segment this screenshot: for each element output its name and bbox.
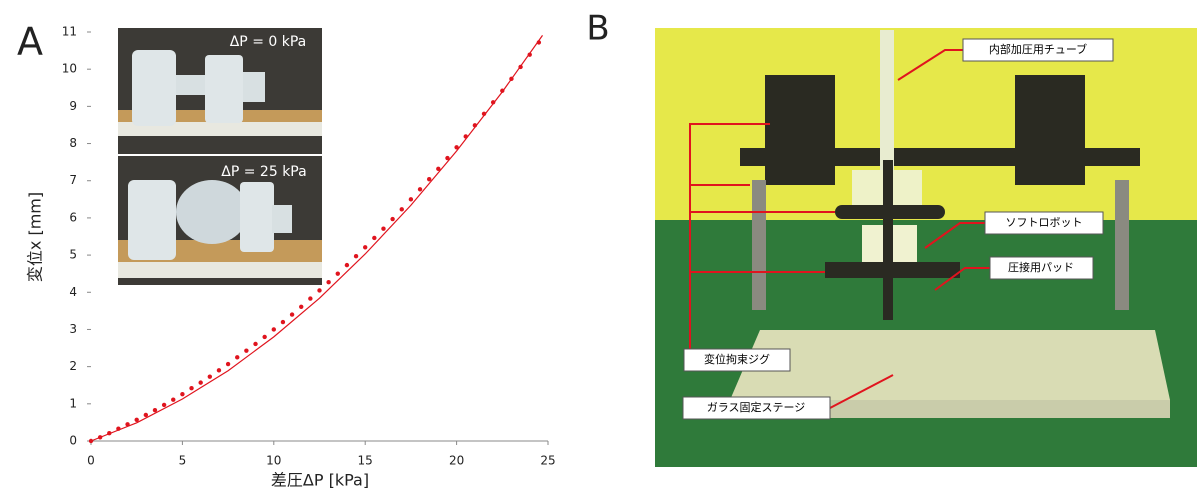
photo-label: ソフトロボット xyxy=(1006,216,1083,229)
data-point xyxy=(144,413,148,417)
data-point xyxy=(217,368,221,372)
photo-label: 変位拘束ジグ xyxy=(704,352,770,366)
y-tick-label: 3 xyxy=(69,322,77,336)
data-point xyxy=(162,403,166,407)
x-tick-label: 25 xyxy=(540,454,555,468)
data-point xyxy=(198,380,202,384)
data-point xyxy=(308,296,312,300)
data-point xyxy=(180,392,184,396)
data-point xyxy=(317,288,321,292)
data-point xyxy=(345,263,349,267)
y-tick-label: 7 xyxy=(69,173,77,187)
data-point xyxy=(189,386,193,390)
y-tick-label: 9 xyxy=(69,99,77,113)
data-point xyxy=(235,355,239,359)
data-point xyxy=(363,245,367,249)
inset-photos xyxy=(118,28,322,285)
data-point xyxy=(272,327,276,331)
photo-label: 圧接用パッド xyxy=(1008,261,1074,274)
x-tick-label: 15 xyxy=(358,454,373,468)
y-tick-label: 11 xyxy=(62,25,77,39)
data-point xyxy=(381,226,385,230)
data-point xyxy=(244,348,248,352)
data-point xyxy=(262,335,266,339)
y-tick-label: 5 xyxy=(69,248,77,262)
data-point xyxy=(208,374,212,378)
x-tick-label: 0 xyxy=(87,454,95,468)
data-point xyxy=(400,207,404,211)
y-axis-label: 変位x [mm] xyxy=(26,192,45,282)
y-tick-label: 0 xyxy=(69,434,77,448)
data-point xyxy=(409,197,413,201)
inset-label: ΔP = 25 kPa xyxy=(221,164,306,180)
data-point xyxy=(226,362,230,366)
data-point xyxy=(336,271,340,275)
data-point xyxy=(253,342,257,346)
x-tick-label: 20 xyxy=(449,454,464,468)
x-tick-label: 5 xyxy=(179,454,187,468)
data-point xyxy=(418,187,422,191)
panel-label: A xyxy=(17,20,43,64)
photo-label: ガラス固定ステージ xyxy=(707,400,806,414)
data-point xyxy=(171,398,175,402)
y-tick-label: 10 xyxy=(62,62,77,76)
data-point xyxy=(372,236,376,240)
photo-label: 内部加圧用チューブ xyxy=(989,42,1087,56)
data-point xyxy=(427,177,431,181)
data-point xyxy=(281,320,285,324)
y-tick-label: 4 xyxy=(69,285,77,299)
panel-label: B xyxy=(586,9,609,49)
data-point xyxy=(299,305,303,309)
figure: A B ΔP = 0 kPa ΔP = 25 kPa 差圧ΔP [kPa] 変位… xyxy=(0,0,1197,497)
y-tick-label: 8 xyxy=(69,136,77,150)
y-tick-label: 2 xyxy=(69,359,77,373)
data-point xyxy=(153,408,157,412)
y-tick-label: 1 xyxy=(69,396,77,410)
data-point xyxy=(326,280,330,284)
x-axis-label: 差圧ΔP [kPa] xyxy=(271,471,369,490)
y-tick-label: 6 xyxy=(69,210,77,224)
data-point xyxy=(390,217,394,221)
x-tick-label: 10 xyxy=(266,454,281,468)
data-point xyxy=(290,312,294,316)
inset-label: ΔP = 0 kPa xyxy=(230,34,307,50)
data-point xyxy=(354,254,358,258)
